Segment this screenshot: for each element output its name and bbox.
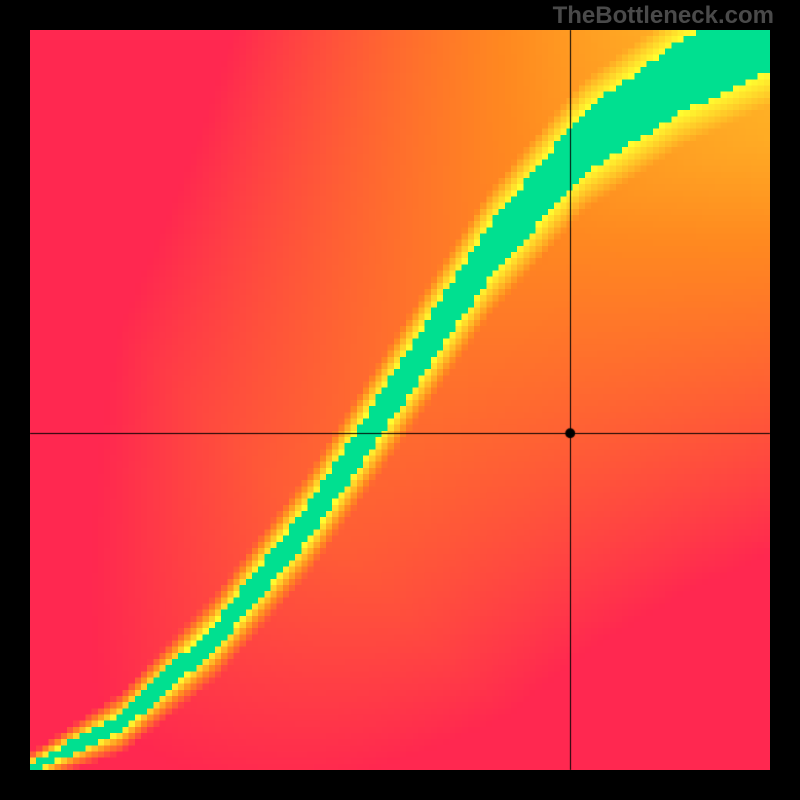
crosshair-overlay	[0, 0, 800, 800]
chart-container: TheBottleneck.com	[0, 0, 800, 800]
watermark-text: TheBottleneck.com	[553, 2, 774, 30]
